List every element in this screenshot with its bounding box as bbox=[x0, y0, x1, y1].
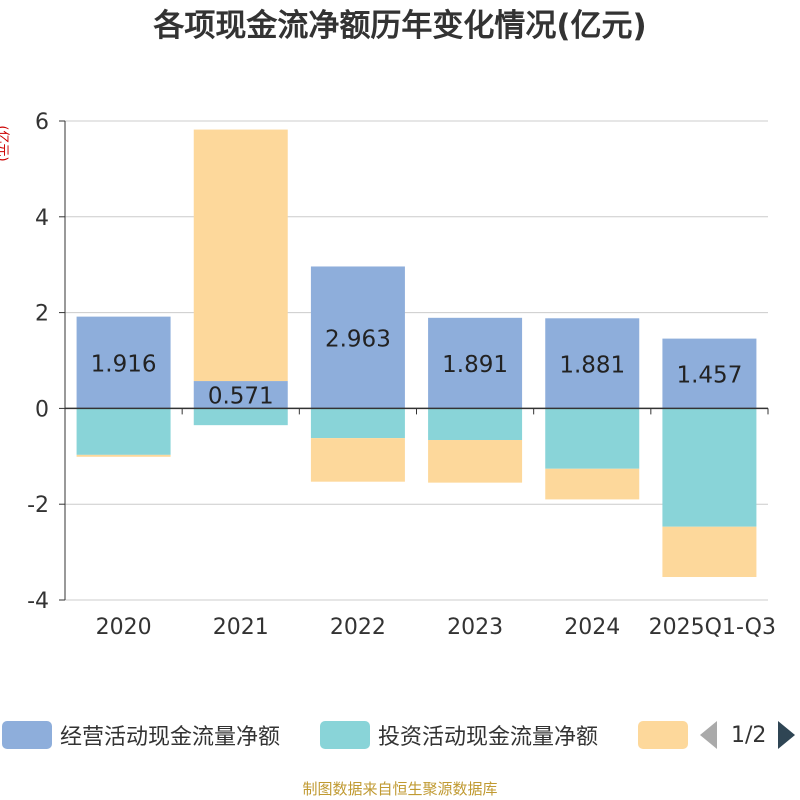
legend-label-operating: 经营活动现金流量净额 bbox=[60, 725, 281, 750]
x-tick-label-2023: 2023 bbox=[447, 615, 503, 640]
bar-segment-s0-2020 bbox=[76, 316, 171, 409]
x-tick-label-2025Q1-Q3: 2025Q1-Q3 bbox=[649, 615, 776, 640]
x-tick-label-2020: 2020 bbox=[96, 615, 152, 640]
legend-item-operating[interactable]: 经营活动现金流量净额 bbox=[2, 720, 280, 750]
bar-segment-s1-2024 bbox=[545, 408, 640, 469]
bar-segment-s2-2022 bbox=[310, 438, 405, 482]
data-label-2023: 1.891 bbox=[442, 352, 508, 378]
y-tick-label: -2 bbox=[27, 493, 49, 518]
x-tick-label-2024: 2024 bbox=[564, 615, 620, 640]
y-tick-label: 2 bbox=[35, 302, 49, 327]
bar-segment-s0-2021 bbox=[193, 381, 288, 409]
legend-pager: 1/2 bbox=[700, 720, 796, 750]
bar-segment-s1-2022 bbox=[310, 408, 405, 439]
legend-item-financing[interactable] bbox=[638, 720, 696, 750]
legend-swatch-financing bbox=[638, 721, 688, 749]
bar-segment-s2-2023 bbox=[428, 440, 523, 483]
bar-segment-s2-2025Q1-Q3 bbox=[662, 526, 757, 578]
legend-next-icon[interactable] bbox=[778, 721, 796, 749]
legend-label-investing: 投资活动现金流量净额 bbox=[378, 725, 599, 750]
bar-segment-s1-2020 bbox=[76, 408, 171, 455]
bar-segment-s1-2025Q1-Q3 bbox=[662, 408, 757, 527]
bar-segment-s0-2022 bbox=[310, 266, 405, 409]
data-label-2022: 2.963 bbox=[325, 326, 391, 352]
cash-flow-chart: 6 4 2 0 -2 -4 1.916 0.571 2.963 1.891 1.881 1.457 20… bbox=[27, 110, 776, 640]
y-tick-label: 6 bbox=[35, 110, 49, 135]
chart-title: 各项现金流净额历年变化情况(亿元) bbox=[153, 8, 647, 44]
y-tick-label: 4 bbox=[35, 206, 49, 231]
legend: 经营活动现金流量净额 投资活动现金流量净额 1/2 bbox=[0, 716, 800, 756]
y-tick-label: -4 bbox=[27, 589, 49, 614]
bar-segment-s2-2020 bbox=[76, 454, 171, 457]
bar-segment-s1-2021 bbox=[193, 408, 288, 426]
data-label-2020: 1.916 bbox=[91, 352, 157, 378]
x-tick-label-2021: 2021 bbox=[213, 615, 269, 640]
bar-segment-s0-2024 bbox=[545, 318, 640, 409]
data-label-2024: 1.881 bbox=[559, 352, 625, 378]
bar-segment-s0-2025Q1-Q3 bbox=[662, 338, 757, 409]
bar-segment-s2-2024 bbox=[545, 468, 640, 500]
data-source-note: 制图数据来自恒生聚源数据库 bbox=[302, 780, 498, 798]
x-tick-label-2022: 2022 bbox=[330, 615, 386, 640]
legend-swatch-investing bbox=[320, 721, 370, 749]
data-label-2025Q1-Q3: 1.457 bbox=[676, 363, 742, 389]
legend-item-investing[interactable]: 投资活动现金流量净额 bbox=[320, 720, 598, 750]
data-label-2021: 0.571 bbox=[208, 384, 274, 410]
y-tick-label: 0 bbox=[35, 397, 49, 422]
legend-prev-icon[interactable] bbox=[700, 721, 717, 749]
bar-segment-s1-2023 bbox=[428, 408, 523, 441]
bar-segment-s0-2023 bbox=[428, 317, 523, 409]
y-axis-unit: (亿元) bbox=[0, 125, 10, 162]
legend-swatch-operating bbox=[2, 721, 52, 749]
legend-page-indicator: 1/2 bbox=[731, 722, 767, 748]
bar-segment-s2-2021 bbox=[193, 129, 288, 382]
